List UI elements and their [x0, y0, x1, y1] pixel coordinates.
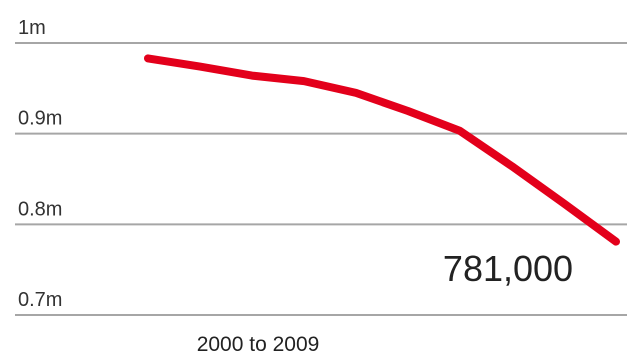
x-axis-label: 2000 to 2009 [197, 333, 320, 356]
y-tick-label: 0.9m [18, 108, 62, 130]
series-lines [144, 54, 620, 246]
series-line [144, 54, 620, 246]
y-tick-label: 0.7m [18, 289, 62, 311]
y-tick-label: 1m [18, 17, 46, 39]
end-value-annotation: 781,000 [443, 248, 573, 289]
y-tick-labels: 1m 0.9m 0.8m 0.7m [18, 17, 62, 311]
y-tick-label: 0.8m [18, 198, 62, 220]
gridlines [15, 42, 627, 316]
